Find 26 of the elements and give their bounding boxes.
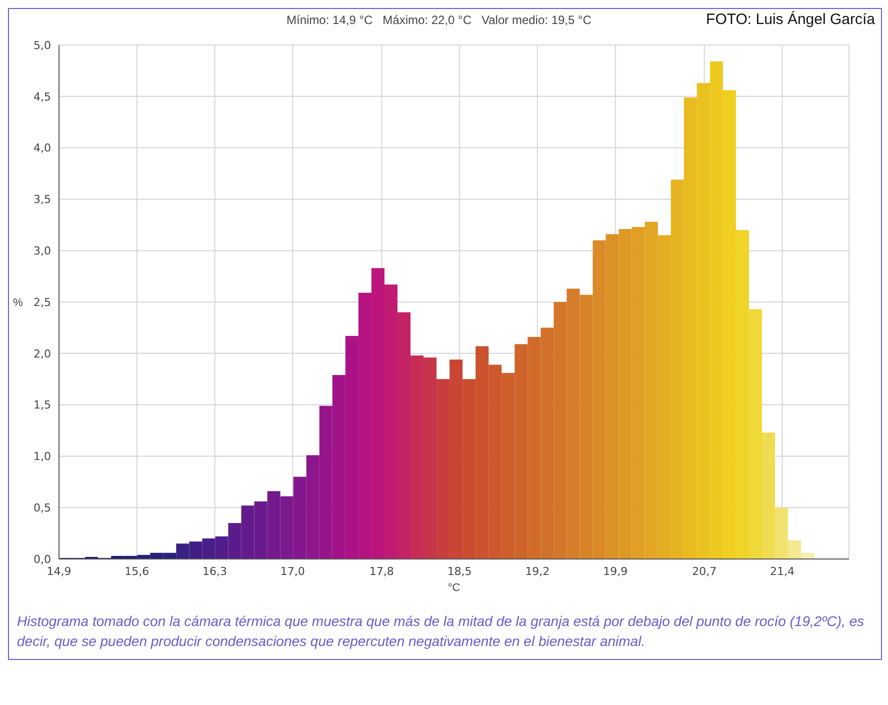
x-tick-label: 17,8 (369, 564, 394, 578)
x-tick-label: 19,9 (603, 564, 628, 578)
x-tick-label: 17,0 (280, 564, 305, 578)
x-axis-title: °C (448, 582, 460, 594)
y-tick-label: 3,5 (34, 193, 51, 206)
x-tick-label: 16,3 (202, 564, 228, 578)
x-tick-label: 19,2 (525, 564, 550, 578)
y-tick-label: 4,0 (34, 142, 51, 155)
y-tick-label: 0,0 (34, 552, 51, 566)
text: FOTO: Luis Ángel García (706, 11, 875, 28)
x-tick-label: 14,9 (46, 564, 72, 578)
chart-title: Mínimo: 14,9 °C Máximo: 22,0 °C Valor medio: 19,5 °C (286, 13, 592, 27)
y-tick-label: 3,0 (34, 244, 51, 258)
y-tick-label: 2,0 (34, 347, 51, 360)
y-axis-title: % (13, 296, 23, 309)
text: Histograma tomado con la cámara térmica que muestra que más de la mitad de la granja está por debajo del punto de rocío (19,2ºC), es decir, que se pueden producir condensaciones que repercuten negativamente en el bienestar animal. (16, 612, 866, 651)
y-tick-label: 5,0 (34, 38, 51, 52)
y-tick-label: 1,0 (34, 450, 51, 464)
y-tick-label: 0,5 (34, 502, 51, 515)
y-tick-label: 4,5 (34, 90, 51, 104)
y-tick-label: 2,5 (34, 296, 51, 309)
x-tick-label: 20,7 (692, 564, 717, 578)
x-tick-label: 15,6 (124, 564, 150, 578)
y-tick-label: 1,5 (34, 398, 51, 412)
x-tick-label: 18,5 (447, 564, 472, 578)
x-tick-label: 21,4 (770, 564, 794, 578)
